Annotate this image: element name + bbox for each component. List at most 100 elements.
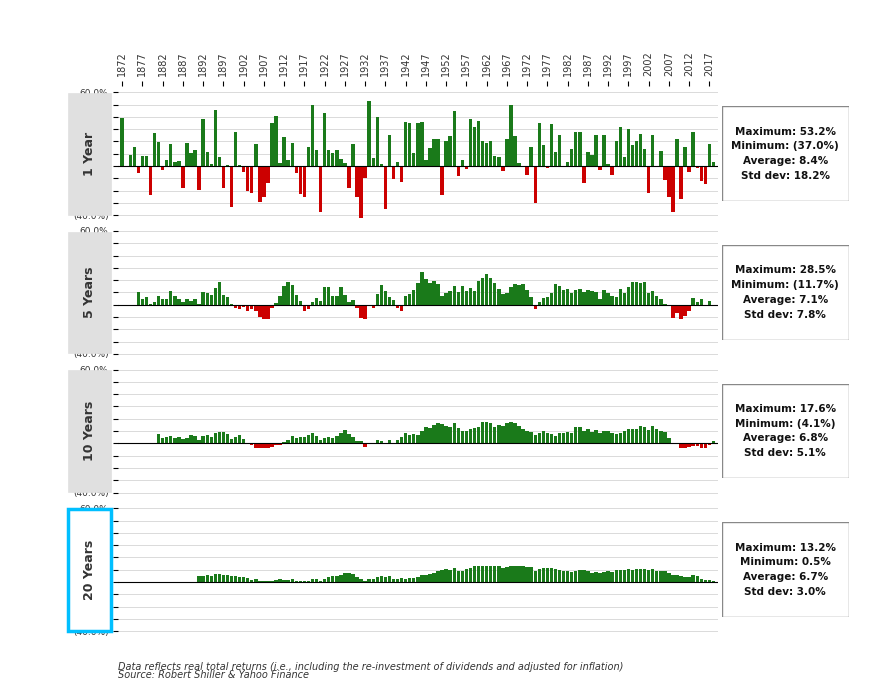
Bar (173, 296, 177, 305)
Bar (517, 163, 521, 166)
Bar (514, 566, 517, 582)
Bar (416, 435, 419, 443)
Bar (275, 443, 277, 445)
Bar (375, 577, 379, 582)
Bar (534, 305, 537, 309)
Bar (655, 570, 659, 582)
Text: Maximum: 17.6%
Minimum: (4.1%)
Average: 6.8%
Std dev: 5.1%: Maximum: 17.6% Minimum: (4.1%) Average: … (735, 404, 836, 458)
Bar (307, 435, 311, 443)
Bar (525, 566, 528, 582)
Bar (517, 426, 521, 443)
Bar (335, 576, 339, 582)
Bar (209, 437, 213, 443)
Bar (246, 166, 249, 191)
Bar (343, 431, 346, 443)
Bar (489, 423, 493, 443)
Bar (388, 576, 391, 582)
Bar (465, 569, 468, 582)
Bar (634, 429, 638, 443)
Bar (537, 433, 541, 443)
Bar (360, 441, 363, 443)
Bar (226, 297, 229, 305)
Bar (708, 144, 711, 166)
Bar (331, 438, 334, 443)
Bar (351, 300, 354, 305)
Bar (214, 433, 217, 443)
Bar (546, 297, 550, 305)
Bar (323, 579, 326, 582)
Bar (315, 436, 318, 443)
Bar (340, 287, 343, 305)
Bar (311, 302, 314, 305)
Bar (554, 435, 557, 443)
Bar (307, 305, 311, 309)
Bar (331, 576, 334, 582)
Bar (631, 570, 634, 582)
Bar (250, 305, 254, 309)
Bar (221, 295, 225, 305)
Bar (408, 435, 411, 443)
Bar (420, 272, 424, 305)
Bar (619, 570, 622, 582)
Bar (578, 427, 582, 443)
Bar (614, 434, 618, 443)
Bar (286, 282, 290, 305)
Bar (452, 568, 456, 582)
Bar (186, 299, 189, 305)
Bar (246, 442, 249, 443)
Bar (594, 292, 598, 305)
Bar (278, 579, 282, 582)
Bar (574, 570, 578, 582)
Bar (428, 148, 431, 166)
Bar (242, 440, 245, 443)
Bar (529, 567, 533, 582)
Bar (298, 166, 302, 194)
Bar (331, 154, 334, 166)
Bar (554, 152, 557, 166)
Bar (634, 282, 638, 305)
Bar (676, 305, 679, 313)
Bar (266, 443, 270, 449)
Bar (704, 443, 707, 449)
Bar (169, 436, 172, 443)
Bar (206, 293, 209, 305)
Bar (509, 105, 513, 166)
Bar (278, 296, 282, 305)
Bar (708, 300, 711, 305)
Bar (534, 570, 537, 582)
Bar (517, 566, 521, 582)
Bar (388, 135, 391, 166)
Bar (514, 284, 517, 305)
Bar (278, 163, 282, 166)
Bar (412, 577, 416, 582)
Bar (340, 433, 343, 443)
Bar (275, 116, 277, 166)
Bar (651, 135, 654, 166)
Bar (303, 305, 306, 311)
Bar (562, 290, 565, 305)
Bar (529, 431, 533, 443)
Text: 1 / 5 / 10 / 20 Year Rolling Periods: 1 / 5 / 10 / 20 Year Rolling Periods (279, 56, 596, 74)
Bar (428, 573, 431, 582)
Bar (221, 166, 225, 188)
Bar (234, 305, 237, 308)
Bar (639, 283, 642, 305)
Bar (452, 111, 456, 166)
Bar (360, 166, 363, 218)
Bar (602, 135, 606, 166)
Bar (157, 142, 160, 166)
Bar (432, 573, 436, 582)
Bar (327, 287, 331, 305)
Bar (432, 281, 436, 305)
Bar (432, 425, 436, 443)
Bar (238, 305, 242, 309)
Bar (186, 438, 189, 443)
Bar (614, 570, 618, 582)
Bar (704, 166, 707, 183)
Bar (683, 147, 687, 166)
Bar (444, 293, 448, 305)
Bar (290, 435, 294, 443)
Bar (696, 302, 699, 305)
Text: Data reflects real total returns (i.e., including the re-investment of dividends: Data reflects real total returns (i.e., … (118, 661, 624, 672)
Bar (619, 433, 622, 443)
